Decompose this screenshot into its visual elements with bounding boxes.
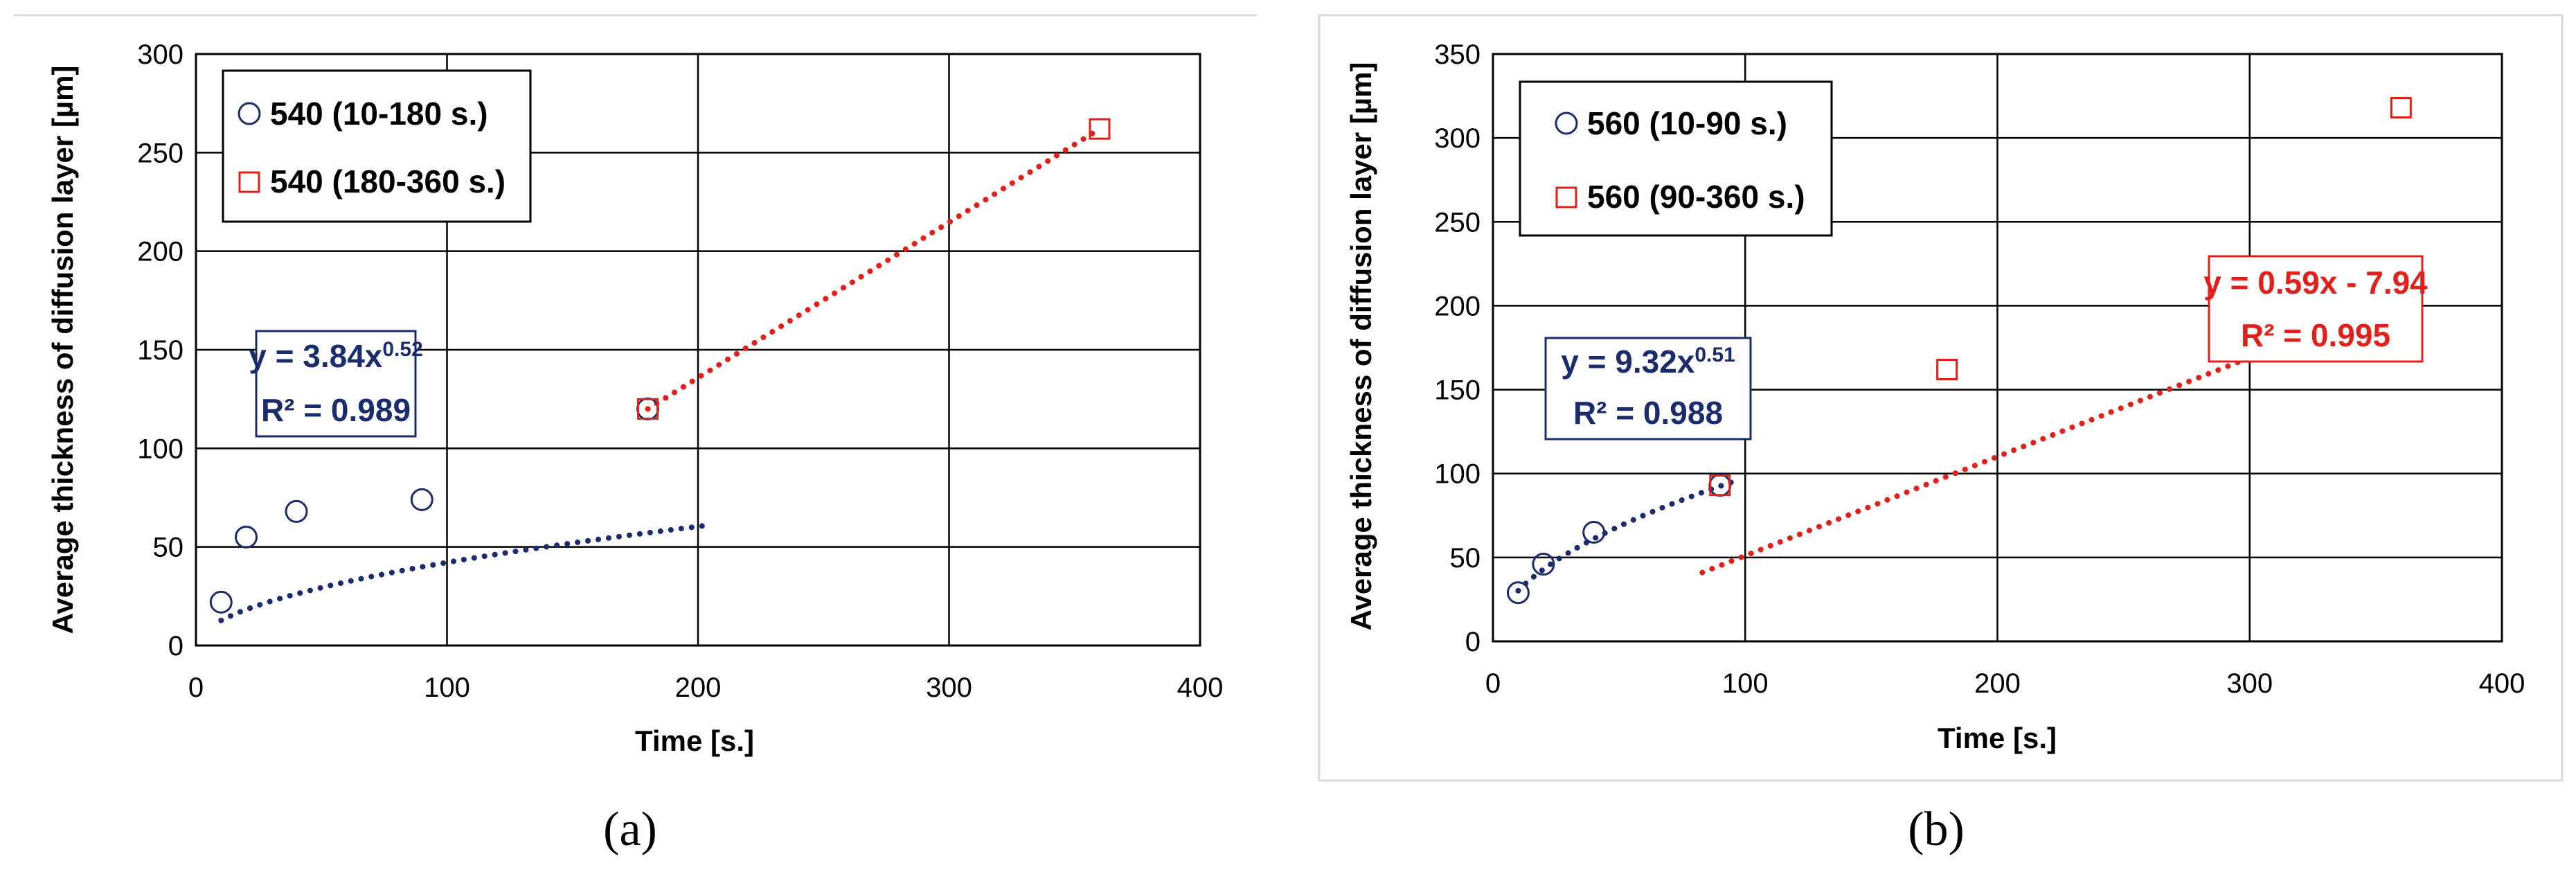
plot-border-a xyxy=(195,53,1201,647)
y-tick-labels-a: 0 50 100 150 200 250 300 xyxy=(137,39,184,661)
r-squared-b-0: R² = 0.988 xyxy=(1573,395,1723,431)
data-point-a-0 xyxy=(209,590,233,614)
legend-label-b-0: 560 (10-90 s.) xyxy=(1587,105,1787,141)
x-tick-label: 300 xyxy=(2226,668,2273,699)
y-tick-label: 50 xyxy=(153,533,184,563)
legend-box-a xyxy=(222,69,532,223)
x-tick-label: 200 xyxy=(1974,668,2021,699)
data-point-b-0 xyxy=(1582,521,1606,544)
data-point-b-0 xyxy=(1506,581,1530,605)
y-tick-labels-b: 0 50 100 150 200 250 300 350 xyxy=(1434,39,1481,657)
equation-b-1: y = 0.59x - 7.94 xyxy=(2203,265,2428,301)
data-point-a-1 xyxy=(637,398,659,420)
y-tick-label: 0 xyxy=(1465,627,1481,657)
legend-label-a-1: 540 (180-360 s.) xyxy=(270,163,506,199)
trendline-b-0 xyxy=(1515,477,1741,594)
legend-box-b xyxy=(1519,80,1833,237)
x-tick-label: 100 xyxy=(1722,668,1769,699)
y-tick-label: 250 xyxy=(137,138,184,168)
x-tick-label: 300 xyxy=(926,673,972,703)
equation-a-0: y = 3.84x0.52 xyxy=(249,338,423,374)
data-point-a-0 xyxy=(285,499,308,523)
y-tick-label: 250 xyxy=(1434,207,1481,238)
x-tick-label: 0 xyxy=(188,673,204,703)
equation-b-0: y = 9.32x0.51 xyxy=(1561,344,1735,380)
legend-marker-square-a xyxy=(238,171,260,193)
panel-b-frame xyxy=(1318,14,2564,782)
y-tick-label: 300 xyxy=(137,39,184,70)
y-tick-label: 50 xyxy=(1450,543,1481,573)
y-tick-label: 0 xyxy=(168,631,184,661)
panel-label-a: (a) xyxy=(603,803,657,856)
y-tick-label: 300 xyxy=(1434,123,1481,154)
legend-a: 540 (10-180 s.) 540 (180-360 s.) xyxy=(222,69,532,223)
y-tick-label: 100 xyxy=(1434,459,1481,490)
r-squared-a-0: R² = 0.989 xyxy=(261,392,411,428)
trendlines-a xyxy=(218,126,1102,623)
chart-panel-b: 0 50 100 150 200 250 300 350 0 100 200 300 400 Time… xyxy=(1345,39,2525,856)
x-axis-label-b: Time [s.] xyxy=(1938,722,2057,754)
data-point-a-0 xyxy=(410,488,433,511)
legend-label-a-0: 540 (10-180 s.) xyxy=(270,96,488,132)
data-point-b-0 xyxy=(1532,553,1555,576)
x-tick-label: 400 xyxy=(1177,673,1224,703)
y-tick-label: 150 xyxy=(1434,375,1481,406)
data-point-b-1 xyxy=(2390,97,2412,119)
y-tick-label: 350 xyxy=(1434,39,1481,70)
y-axis-label-a: Average thickness of diffusion layer [µm… xyxy=(46,66,79,634)
equation-exponent-a-0: 0.52 xyxy=(382,338,422,361)
equation-frame-a-0 xyxy=(255,330,417,438)
legend-b: 560 (10-90 s.) 560 (90-360 s.) xyxy=(1519,80,1833,237)
data-points-b xyxy=(1506,97,2412,605)
y-axis-label-b: Average thickness of diffusion layer [µm… xyxy=(1345,62,1377,631)
legend-marker-circle-a xyxy=(238,102,261,125)
chart-panel-a: 0 50 100 150 200 250 300 0 100 200 300 400 Time [s… xyxy=(46,39,1223,856)
data-point-b-1 xyxy=(1709,474,1731,497)
x-axis-label-a: Time [s.] xyxy=(635,724,754,757)
data-point-a-1 xyxy=(1089,118,1111,140)
x-tick-label: 100 xyxy=(424,673,470,703)
equation-base-a-0: y = 3.84x xyxy=(249,338,383,374)
legend-label-b-1: 560 (90-360 s.) xyxy=(1587,179,1805,215)
panel-label-b: (b) xyxy=(1908,803,1965,856)
x-tick-label: 400 xyxy=(2479,668,2525,699)
plot-area-a xyxy=(195,53,1201,647)
equation-box-b-1: y = 0.59x - 7.94 R² = 0.995 xyxy=(2203,255,2428,363)
plot-border-b xyxy=(1492,53,2503,643)
equation-frame-b-1 xyxy=(2208,255,2424,363)
equation-box-a-0: y = 3.84x0.52 R² = 0.989 xyxy=(249,330,423,438)
y-tick-label: 150 xyxy=(137,335,184,366)
data-points-a xyxy=(209,118,1111,614)
y-tick-label: 200 xyxy=(137,237,184,267)
x-tick-label: 0 xyxy=(1485,668,1501,699)
equation-exponent-b-0: 0.51 xyxy=(1694,344,1735,366)
equation-frame-b-0 xyxy=(1544,337,1752,441)
data-point-b-1 xyxy=(1936,358,1958,380)
trendline-a-1 xyxy=(645,126,1102,412)
equation-base-b-0: y = 9.32x xyxy=(1561,344,1695,380)
y-tick-label: 100 xyxy=(137,434,184,464)
trendline-a-0 xyxy=(218,522,714,623)
data-point-a-0 xyxy=(235,525,258,549)
legend-marker-square-b xyxy=(1555,186,1577,208)
x-tick-labels-b: 0 100 200 300 400 xyxy=(1485,668,2525,699)
r-squared-b-1: R² = 0.995 xyxy=(2241,317,2390,353)
legend-marker-circle-b xyxy=(1555,112,1578,135)
x-tick-label: 200 xyxy=(675,673,722,703)
equation-box-b-0: y = 9.32x0.51 R² = 0.988 xyxy=(1544,337,1752,441)
x-tick-labels-a: 0 100 200 300 400 xyxy=(188,673,1224,703)
y-tick-label: 200 xyxy=(1434,291,1481,321)
